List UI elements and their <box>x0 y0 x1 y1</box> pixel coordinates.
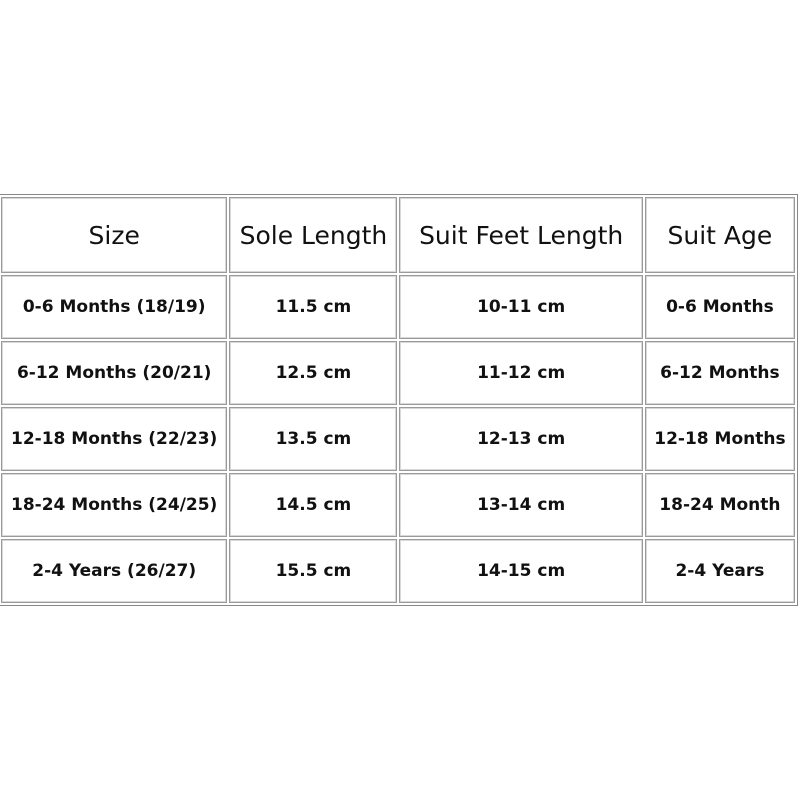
size-cell: 12-18 Months (22/23) <box>1 407 228 471</box>
header-row: Size Sole Length Suit Feet Length Suit A… <box>1 197 795 273</box>
sole-length-cell: 12.5 cm <box>229 341 398 405</box>
sole-length-cell: 11.5 cm <box>229 275 398 339</box>
table-row: 12-18 Months (22/23) 13.5 cm 12-13 cm 12-18… <box>1 407 795 471</box>
suit-age-cell: 6-12 Months <box>644 341 795 405</box>
header-suit-age: Suit Age <box>644 197 795 273</box>
header-sole-length: Sole Length <box>229 197 398 273</box>
size-cell: 6-12 Months (20/21) <box>1 341 228 405</box>
suit-feet-length-cell: 13-14 cm <box>399 473 643 537</box>
suit-age-cell: 2-4 Years <box>644 539 795 603</box>
size-cell: 18-24 Months (24/25) <box>1 473 228 537</box>
sole-length-cell: 15.5 cm <box>229 539 398 603</box>
table-row: 18-24 Months (24/25) 14.5 cm 13-14 cm 18-24… <box>1 473 795 537</box>
suit-feet-length-cell: 11-12 cm <box>399 341 643 405</box>
suit-age-cell: 12-18 Months <box>644 407 795 471</box>
sole-length-cell: 14.5 cm <box>229 473 398 537</box>
table-row: 0-6 Months (18/19) 11.5 cm 10-11 cm 0-6 Mon… <box>1 275 795 339</box>
suit-age-cell: 0-6 Months <box>644 275 795 339</box>
table-row: 6-12 Months (20/21) 12.5 cm 11-12 cm 6-12 M… <box>1 341 795 405</box>
size-cell: 0-6 Months (18/19) <box>1 275 228 339</box>
size-cell: 2-4 Years (26/27) <box>1 539 228 603</box>
suit-feet-length-cell: 14-15 cm <box>399 539 643 603</box>
size-chart-table: Size Sole Length Suit Feet Length Suit A… <box>0 194 798 606</box>
suit-feet-length-cell: 10-11 cm <box>399 275 643 339</box>
suit-age-cell: 18-24 Month <box>644 473 795 537</box>
sole-length-cell: 13.5 cm <box>229 407 398 471</box>
header-suit-feet-length: Suit Feet Length <box>399 197 643 273</box>
suit-feet-length-cell: 12-13 cm <box>399 407 643 471</box>
table-row: 2-4 Years (26/27) 15.5 cm 14-15 cm 2-4 Year… <box>1 539 795 603</box>
header-size: Size <box>1 197 228 273</box>
